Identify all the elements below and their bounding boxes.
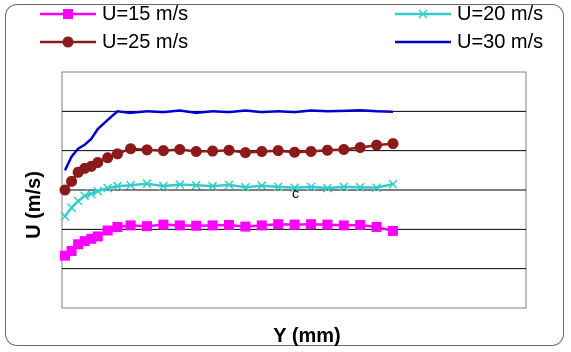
legend-label: U=20 m/s: [457, 3, 543, 25]
chart-frame: [5, 4, 564, 346]
data-point: [157, 145, 169, 157]
data-point: [388, 179, 398, 189]
data-point: [207, 145, 219, 157]
data-point: [102, 152, 114, 164]
data-point: [190, 145, 202, 157]
data-point: [175, 179, 185, 190]
series-3: [63, 108, 394, 171]
data-point: [256, 220, 267, 231]
series-line: [63, 108, 394, 171]
data-point: [142, 221, 152, 232]
data-point: [322, 183, 332, 193]
legend-entry: U=25 m/s: [40, 31, 188, 53]
data-point: [86, 233, 97, 244]
series-0: [60, 219, 398, 261]
data-point: [354, 142, 366, 154]
data-point: [158, 219, 169, 230]
legend-label: U=25 m/s: [102, 31, 188, 53]
data-point: [103, 183, 113, 193]
data-point: [207, 220, 218, 231]
data-point: [306, 219, 316, 230]
data-point: [256, 145, 268, 157]
data-point: [224, 180, 234, 190]
data-point: [174, 143, 186, 155]
x-axis-title: Y (mm): [273, 325, 340, 347]
data-point: [125, 143, 137, 155]
data-point: [66, 175, 78, 187]
data-point: [191, 180, 201, 190]
data-point: [223, 144, 235, 156]
data-point: [112, 221, 123, 232]
legend-label: U=15 m/s: [102, 3, 188, 25]
data-point: [66, 245, 77, 256]
data-point: [92, 156, 104, 168]
data-point: [322, 219, 333, 230]
data-point: [142, 179, 152, 189]
data-point: [272, 145, 284, 157]
data-point: [321, 144, 333, 156]
data-point: [208, 181, 218, 191]
data-point: [92, 231, 103, 242]
annotation-label: c: [292, 185, 299, 201]
legend-entry: U=20 m/s: [395, 3, 543, 25]
legend-label: U=30 m/s: [457, 31, 543, 53]
data-point: [79, 236, 90, 247]
data-point: [80, 191, 90, 201]
data-point: [112, 181, 123, 191]
data-point: [240, 221, 251, 232]
data-point: [224, 220, 234, 231]
data-point: [191, 220, 202, 231]
data-point: [126, 180, 136, 190]
data-point: [240, 182, 250, 192]
data-point: [371, 221, 382, 232]
legend-entry: U=15 m/s: [40, 3, 188, 25]
data-point: [387, 138, 399, 150]
data-point: [60, 211, 70, 221]
data-point: [388, 225, 398, 236]
data-point: [305, 145, 317, 157]
data-point: [338, 143, 350, 155]
data-point: [289, 219, 300, 230]
legend-entry: U=30 m/s: [395, 31, 543, 53]
series-2: [59, 138, 399, 196]
data-point: [63, 9, 73, 19]
data-point: [102, 225, 113, 236]
data-point: [125, 220, 136, 231]
y-axis-title: U (m/s): [23, 171, 45, 239]
data-point: [73, 196, 83, 206]
data-point: [73, 239, 84, 250]
data-point: [273, 219, 284, 230]
legend: U=15 m/s U=20 m/s U=25 m/s U=30 m/s: [40, 3, 543, 53]
data-point: [93, 186, 103, 196]
data-point: [372, 183, 382, 193]
data-point: [174, 220, 185, 231]
data-point: [273, 182, 283, 192]
data-point: [86, 189, 96, 199]
data-point: [111, 148, 123, 160]
data-point: [338, 220, 349, 231]
data-point: [418, 9, 428, 19]
data-point: [289, 146, 301, 158]
data-point: [339, 182, 349, 192]
data-point: [158, 181, 168, 191]
data-point: [59, 184, 71, 196]
data-point: [60, 250, 70, 261]
data-point: [306, 182, 316, 192]
data-point: [355, 220, 366, 231]
plot-area: [59, 71, 527, 309]
data-point: [290, 183, 300, 193]
data-point: [257, 181, 267, 191]
series-1: [60, 179, 398, 221]
data-point: [62, 36, 74, 48]
data-point: [141, 144, 153, 156]
data-point: [371, 139, 383, 151]
data-point: [239, 147, 251, 159]
data-point: [355, 182, 365, 192]
